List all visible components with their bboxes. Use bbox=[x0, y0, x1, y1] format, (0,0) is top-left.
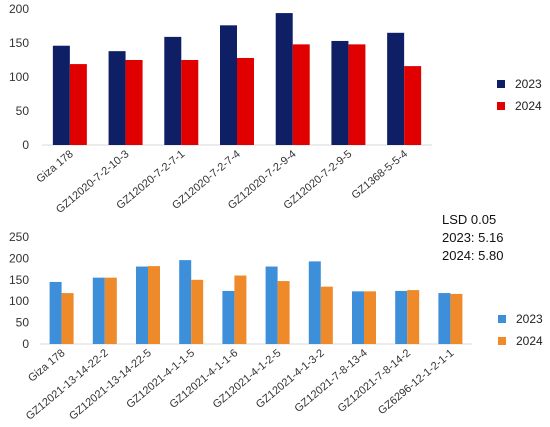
bar-2023-0 bbox=[49, 281, 62, 344]
legend-label: 2024 bbox=[516, 334, 543, 348]
bar-2024-4 bbox=[292, 44, 310, 145]
category-label: GZ12021-13-14-22-2 bbox=[24, 347, 111, 423]
category-label: GZ1368-5-5-4 bbox=[349, 148, 410, 202]
y-tick-label: 250 bbox=[9, 230, 29, 244]
bar-2024-0 bbox=[61, 293, 74, 344]
bar-2024-0 bbox=[69, 64, 87, 145]
category-label: GZ12021-7-8-14-2 bbox=[336, 347, 414, 415]
legend-swatch-2023 bbox=[498, 315, 506, 323]
bar-2023-2 bbox=[164, 36, 182, 145]
bar-2023-0 bbox=[52, 45, 70, 145]
y-tick-label: 150 bbox=[9, 273, 29, 287]
category-label: Giza 178 bbox=[34, 148, 75, 185]
bar-2024-1 bbox=[104, 277, 117, 344]
y-tick-label: 100 bbox=[9, 70, 29, 84]
bar-2024-2 bbox=[148, 266, 160, 344]
y-tick-label: 50 bbox=[16, 104, 30, 118]
bar-2023-3 bbox=[220, 25, 237, 145]
legend-label: 2024 bbox=[515, 99, 542, 113]
bar-2023-4 bbox=[222, 290, 235, 344]
y-tick-label: 0 bbox=[22, 138, 29, 152]
category-label: GZ12021-13-14-22-5 bbox=[67, 347, 154, 423]
bar-2023-1 bbox=[108, 51, 126, 145]
category-label: GZ6296-12-1-2-1-1 bbox=[376, 347, 456, 417]
bar-2023-1 bbox=[92, 277, 105, 344]
bar-2024-3 bbox=[237, 57, 254, 145]
bar-2024-6 bbox=[320, 286, 333, 344]
bar-2023-3 bbox=[179, 260, 192, 344]
bar-2023-5 bbox=[265, 266, 278, 344]
legend-label: 2023 bbox=[516, 312, 543, 326]
legend-label: 2023 bbox=[515, 77, 542, 91]
bar-2023-6 bbox=[308, 261, 321, 344]
legend-swatch-2024 bbox=[498, 337, 506, 345]
category-label: GZ12021-7-8-13-4 bbox=[292, 347, 370, 415]
bar-2023-5 bbox=[331, 40, 349, 145]
bar-2023-8 bbox=[395, 290, 408, 344]
y-tick-label: 200 bbox=[9, 2, 29, 16]
lsd-label: LSD 0.05 bbox=[442, 212, 497, 227]
y-tick-label: 200 bbox=[9, 251, 29, 265]
bar-2024-4 bbox=[234, 275, 247, 344]
legend-swatch-2024 bbox=[497, 102, 505, 110]
lsd-2023-value: 2023: 5.16 bbox=[442, 230, 504, 245]
bar-2023-7 bbox=[352, 291, 364, 344]
y-tick-label: 100 bbox=[9, 294, 29, 308]
bar-2024-9 bbox=[450, 293, 463, 344]
bar-2024-7 bbox=[364, 291, 376, 344]
bar-2024-5 bbox=[348, 44, 366, 145]
bar-2024-3 bbox=[191, 279, 204, 344]
lsd-2024-value: 2024: 5.80 bbox=[442, 248, 504, 263]
bar-2024-2 bbox=[181, 60, 199, 145]
y-tick-label: 0 bbox=[22, 337, 29, 351]
bar-2024-8 bbox=[407, 290, 420, 344]
bar-2023-4 bbox=[275, 13, 293, 145]
bar-2023-9 bbox=[438, 293, 451, 344]
y-tick-label: 50 bbox=[16, 316, 30, 330]
y-tick-label: 150 bbox=[9, 36, 29, 50]
legend-swatch-2023 bbox=[497, 80, 505, 88]
bar-2023-2 bbox=[136, 266, 148, 344]
bar-2024-5 bbox=[277, 281, 290, 344]
category-label: Giza 178 bbox=[26, 347, 67, 384]
bar-2023-6 bbox=[387, 32, 405, 145]
bar-2024-1 bbox=[125, 60, 143, 145]
bar-2024-6 bbox=[404, 66, 422, 145]
